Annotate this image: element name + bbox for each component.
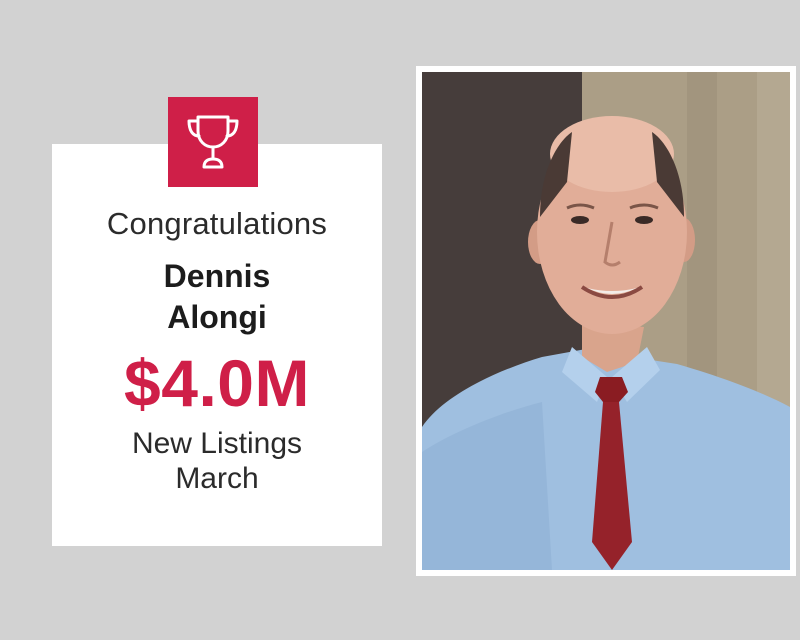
congratulations-text: Congratulations xyxy=(106,206,328,241)
sales-amount: $4.0M xyxy=(124,346,310,420)
agent-first-name: Dennis xyxy=(163,258,271,294)
achievement-caption: New Listings xyxy=(131,427,303,460)
trophy-icon xyxy=(187,115,239,169)
agent-last-name: Alongi xyxy=(167,299,267,335)
agent-photo xyxy=(422,72,790,570)
announcement-card xyxy=(52,144,382,546)
trophy-badge xyxy=(168,97,258,187)
achievement-month: March xyxy=(175,462,259,495)
agent-photo-frame xyxy=(416,66,796,576)
